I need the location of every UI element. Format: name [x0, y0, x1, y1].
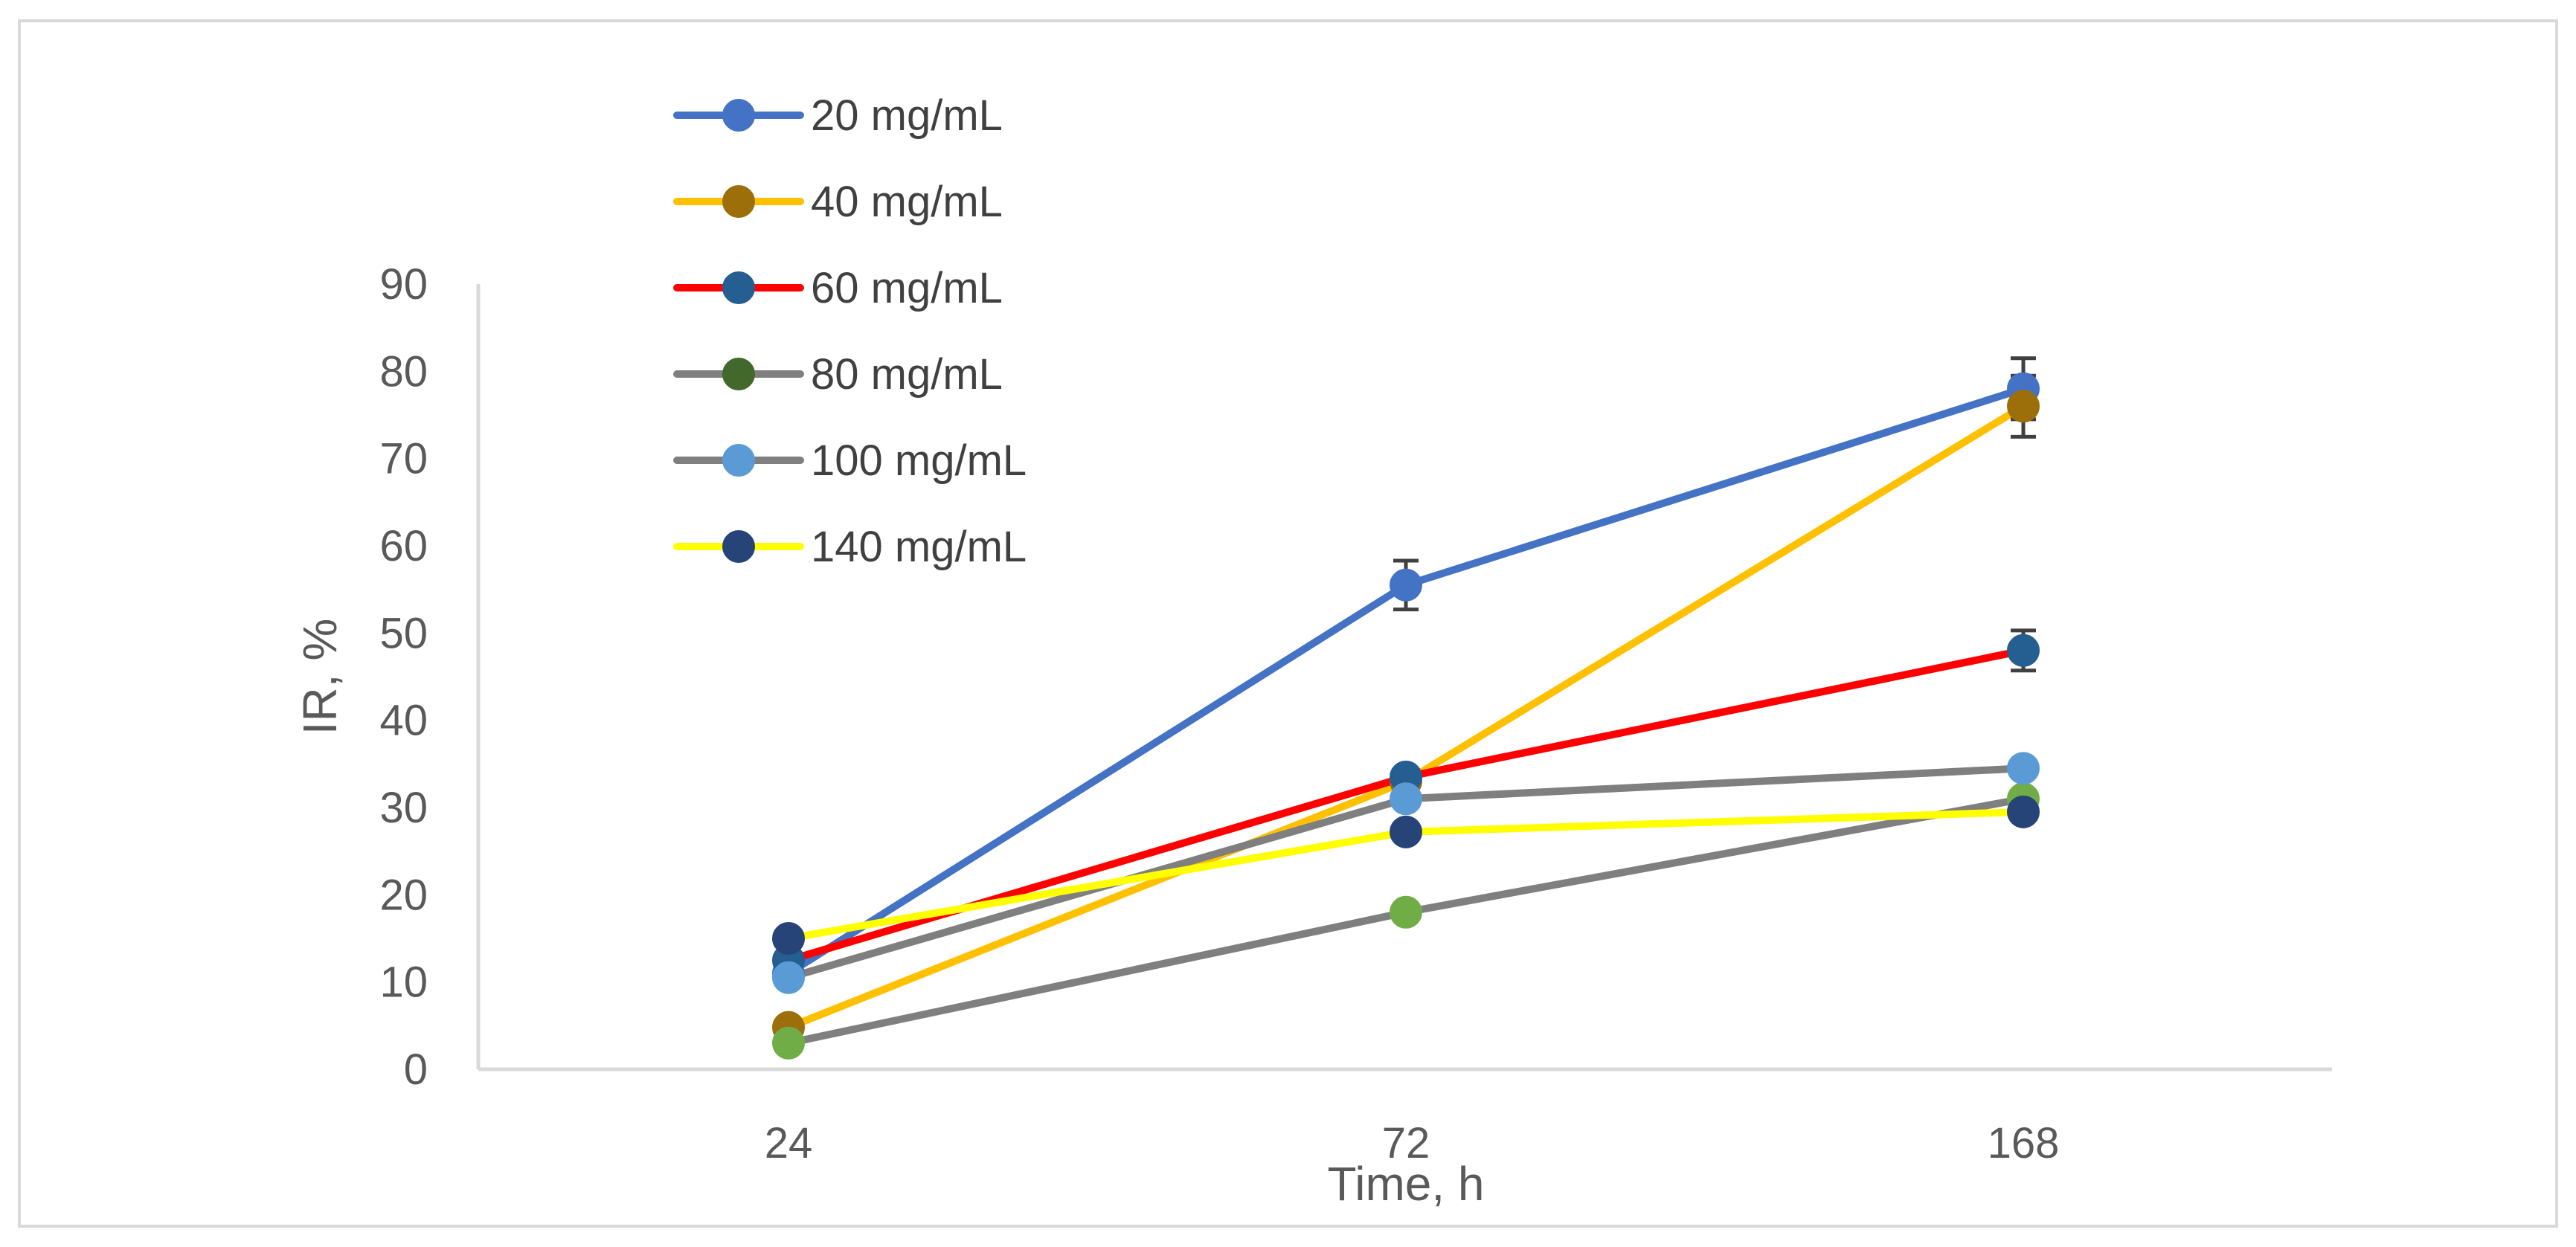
x-tick-labels: 24 72 168 — [765, 1119, 2060, 1167]
legend-marker — [722, 358, 755, 390]
y-tick-label: 60 — [379, 522, 428, 570]
legend-marker — [722, 271, 755, 304]
data-point — [772, 961, 805, 994]
legend-label: 60 mg/mL — [811, 264, 1003, 312]
data-point — [2007, 795, 2040, 828]
y-axis-title: IR, % — [293, 619, 347, 735]
x-tick-label: 72 — [1382, 1119, 1430, 1167]
axes — [476, 284, 2332, 1072]
x-axis-title: Time, h — [1328, 1157, 1485, 1211]
y-tick-label: 0 — [404, 1045, 428, 1094]
y-tick-labels: 0 10 20 30 40 50 60 70 80 90 — [379, 260, 428, 1094]
series-line — [785, 402, 2027, 1031]
legend: 20 mg/mL 40 mg/mL 60 mg/mL 80 mg/mL 100 mg/m… — [673, 91, 1027, 571]
error-bars — [1393, 356, 2036, 673]
chart-frame — [18, 19, 2558, 1228]
legend-label: 80 mg/mL — [811, 350, 1003, 399]
x-tick-label: 24 — [765, 1119, 813, 1167]
y-tick-label: 80 — [379, 347, 428, 396]
y-tick-label: 30 — [379, 784, 428, 832]
legend-marker — [722, 99, 755, 132]
y-tick-label: 70 — [379, 435, 428, 483]
y-tick-label: 10 — [379, 958, 428, 1007]
data-point — [1390, 815, 1422, 848]
legend-label: 20 mg/mL — [811, 91, 1003, 140]
y-tick-label: 90 — [379, 260, 428, 309]
x-tick-label: 168 — [1988, 1119, 2060, 1167]
y-tick-label: 20 — [379, 871, 428, 919]
series-markers — [772, 372, 2040, 1060]
data-point — [772, 1026, 805, 1060]
data-point — [1390, 895, 1422, 929]
series-lines — [785, 384, 2027, 1047]
y-tick-label: 40 — [379, 697, 428, 745]
legend-label: 40 mg/mL — [811, 178, 1003, 226]
data-point — [772, 922, 805, 955]
data-point — [2007, 752, 2040, 785]
legend-label: 100 mg/mL — [811, 436, 1027, 485]
legend-marker — [722, 530, 755, 563]
y-tick-label: 50 — [379, 609, 428, 657]
legend-marker — [722, 444, 755, 477]
legend-label: 140 mg/mL — [811, 523, 1027, 571]
data-point — [1390, 568, 1422, 602]
legend-marker — [722, 185, 755, 218]
data-point — [2007, 634, 2040, 667]
data-point — [2007, 390, 2040, 423]
data-point — [1390, 782, 1422, 816]
